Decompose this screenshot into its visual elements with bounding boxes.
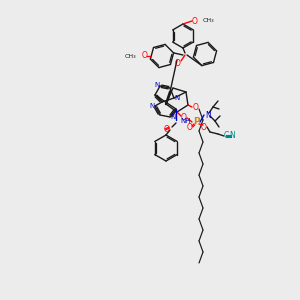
Text: P: P (193, 118, 199, 127)
Text: N: N (205, 110, 211, 119)
Text: O: O (142, 52, 148, 61)
Text: NH: NH (180, 118, 190, 124)
Text: O: O (181, 113, 187, 122)
Text: N: N (174, 95, 180, 101)
Text: CH₃: CH₃ (203, 19, 214, 23)
Text: O: O (201, 122, 207, 131)
Text: CH₃: CH₃ (124, 53, 136, 58)
Text: O: O (164, 124, 170, 134)
Text: N: N (154, 82, 160, 88)
Text: N: N (170, 114, 175, 120)
Text: C: C (224, 131, 229, 140)
Text: N: N (229, 131, 235, 140)
Text: O: O (175, 58, 181, 68)
Text: O: O (187, 124, 193, 133)
Text: O: O (192, 16, 198, 26)
Text: O: O (193, 103, 199, 112)
Text: N: N (149, 103, 154, 109)
